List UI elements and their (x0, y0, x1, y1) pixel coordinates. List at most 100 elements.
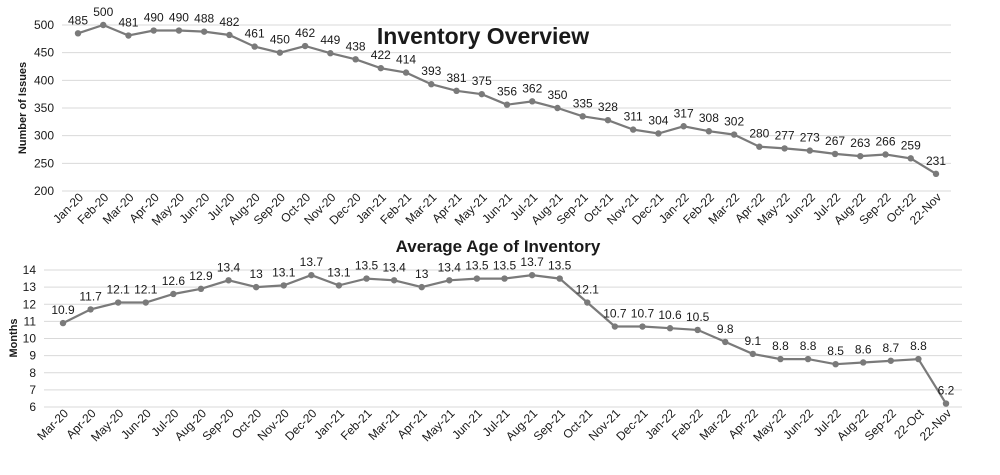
data-point (301, 42, 309, 50)
data-point (804, 355, 812, 363)
data-point (694, 326, 701, 334)
data-point (390, 277, 398, 284)
y-tick-label: 10 (23, 332, 37, 346)
y-axis-label: Months (8, 318, 20, 357)
y-tick-label: 300 (34, 129, 54, 143)
data-point (87, 306, 94, 313)
data-label: 13.5 (493, 259, 517, 273)
data-label: 13.1 (272, 265, 296, 279)
data-point (860, 359, 867, 366)
data-point (942, 400, 950, 407)
data-point (226, 31, 233, 39)
data-point (730, 131, 738, 138)
data-label: 311 (624, 110, 643, 124)
y-tick-label: 200 (34, 184, 54, 198)
data-label: 375 (472, 74, 492, 88)
y-tick-label: 11 (24, 314, 37, 328)
data-label: 381 (447, 71, 467, 85)
data-label: 12.1 (576, 283, 600, 297)
data-label: 280 (749, 127, 769, 141)
data-label: 490 (144, 11, 164, 25)
data-point (705, 128, 713, 135)
data-label: 308 (699, 111, 719, 125)
x-tick-label: Dec-21 (613, 406, 650, 443)
data-point (280, 282, 287, 289)
data-point (629, 126, 637, 133)
y-axis-label: Number of Issues (17, 62, 29, 154)
data-label: 13.7 (300, 255, 324, 269)
data-label: 277 (775, 128, 795, 142)
data-point (777, 355, 784, 363)
data-point (907, 155, 914, 162)
data-point (832, 360, 839, 368)
data-label: 302 (724, 115, 744, 129)
data-label: 393 (421, 64, 441, 78)
data-label: 13 (249, 267, 263, 281)
data-point (915, 355, 922, 363)
data-label: 481 (118, 16, 138, 30)
data-label: 13 (415, 267, 429, 281)
data-label: 13.7 (520, 255, 544, 269)
data-point (197, 285, 205, 293)
data-point (584, 299, 591, 306)
data-point (579, 113, 586, 120)
data-point (655, 130, 662, 137)
data-label: 231 (926, 154, 946, 168)
data-label: 356 (497, 85, 517, 99)
chart-title: Average Age of Inventory (396, 237, 601, 256)
data-point (402, 69, 410, 76)
chart-title: Inventory Overview (377, 23, 589, 49)
data-label: 8.6 (855, 342, 872, 356)
data-label: 362 (522, 81, 542, 95)
data-label: 273 (800, 131, 820, 145)
data-point (749, 350, 757, 358)
data-point (857, 152, 864, 160)
data-point (473, 275, 481, 282)
data-label: 414 (396, 53, 416, 67)
data-point (377, 64, 385, 72)
data-label: 12.1 (107, 283, 131, 297)
data-label: 12.6 (162, 274, 186, 288)
data-point (59, 319, 67, 327)
data-point (806, 147, 814, 154)
data-point (142, 299, 149, 306)
y-tick-label: 6 (29, 400, 36, 414)
data-label: 8.5 (827, 344, 844, 358)
data-point (556, 275, 563, 282)
data-label: 10.6 (658, 308, 682, 322)
y-tick-label: 14 (23, 263, 37, 277)
data-label: 13.5 (465, 259, 489, 273)
data-label: 450 (270, 33, 290, 47)
x-tick-label: Dec-20 (282, 406, 319, 443)
x-tick-label: Sep-21 (531, 406, 568, 443)
data-point (554, 104, 561, 112)
data-point (276, 49, 284, 56)
y-tick-label: 12 (23, 297, 37, 311)
data-label: 6.2 (938, 384, 955, 398)
data-label: 482 (219, 15, 239, 29)
data-label: 10.9 (51, 303, 75, 317)
data-label: 10.7 (603, 307, 627, 321)
data-label: 317 (674, 106, 694, 120)
data-label: 10.5 (686, 310, 710, 324)
data-point (781, 145, 788, 152)
data-label: 12.1 (134, 283, 158, 297)
data-point (125, 32, 132, 39)
data-label: 422 (371, 48, 391, 62)
data-label: 13.5 (548, 259, 572, 273)
data-point (100, 21, 107, 29)
data-label: 350 (547, 88, 567, 102)
data-point (200, 28, 208, 35)
data-point (170, 290, 177, 298)
data-label: 13.4 (382, 260, 406, 274)
data-label: 8.8 (910, 339, 927, 353)
data-label: 449 (320, 33, 340, 47)
data-point (428, 81, 435, 88)
data-label: 12.9 (189, 269, 213, 283)
data-point (446, 277, 453, 284)
data-label: 461 (245, 27, 265, 41)
data-point (666, 325, 674, 332)
data-point (528, 271, 536, 279)
data-point (74, 30, 82, 37)
data-label: 9.1 (745, 334, 762, 348)
